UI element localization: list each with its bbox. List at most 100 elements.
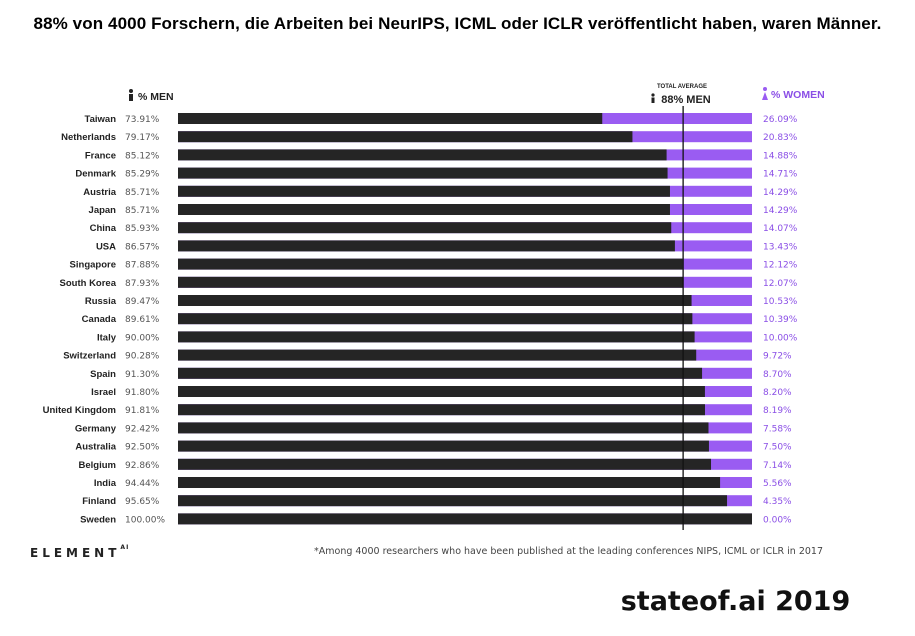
total-average-caption: TOTAL AVERAGE: [657, 84, 707, 90]
women-value-label: 26.09%: [763, 115, 798, 125]
women-value-label: 8.20%: [763, 388, 792, 398]
bar-row: Taiwan 73.91% 26.09%: [85, 113, 798, 125]
bar-row: Italy 90.00% 10.00%: [97, 331, 798, 343]
men-value-label: 91.81%: [125, 406, 160, 416]
men-bar: [178, 149, 667, 161]
footnote: *Among 4000 researchers who have been pu…: [314, 546, 824, 557]
women-value-label: 12.12%: [763, 261, 798, 271]
bar-row: China 85.93% 14.07%: [90, 222, 798, 234]
country-label: Australia: [75, 442, 116, 453]
bar-row: Israel 91.80% 8.20%: [91, 386, 792, 398]
women-value-label: 0.00%: [763, 515, 792, 525]
country-label: Canada: [82, 314, 117, 325]
men-value-label: 90.00%: [125, 333, 160, 343]
total-average-value: 88% MEN: [661, 94, 711, 106]
men-bar: [178, 513, 752, 525]
men-bar: [178, 131, 633, 143]
men-bar: [178, 386, 705, 397]
men-bar: [178, 204, 670, 215]
women-value-label: 12.07%: [763, 279, 798, 289]
women-value-label: 10.00%: [763, 333, 798, 343]
men-value-label: 89.47%: [125, 297, 160, 307]
country-label: Italy: [97, 332, 117, 343]
women-value-label: 20.83%: [763, 133, 798, 143]
men-value-label: 85.12%: [125, 151, 160, 161]
bar-row: Germany 92.42% 7.58%: [75, 422, 792, 434]
men-bar: [178, 113, 603, 124]
bar-row: Singapore 87.88% 12.12%: [70, 258, 798, 271]
men-bar: [178, 458, 712, 470]
bar-row: Russia 89.47% 10.53%: [85, 295, 798, 307]
men-bar: [178, 367, 703, 379]
bar-row: United Kingdom 91.81% 8.19%: [43, 404, 792, 416]
men-bar: [178, 422, 709, 434]
men-bar: [178, 440, 709, 452]
women-value-label: 7.50%: [763, 443, 792, 453]
country-label: India: [94, 478, 117, 489]
men-bar: [178, 240, 675, 252]
women-value-label: 14.07%: [763, 224, 798, 234]
men-bar: [178, 495, 728, 507]
bar-row: Austria 85.71% 14.29%: [83, 185, 798, 198]
men-value-label: 87.93%: [125, 279, 160, 289]
men-bar: [178, 258, 683, 270]
women-value-label: 14.88%: [763, 151, 798, 161]
men-value-label: 91.80%: [125, 388, 160, 398]
men-value-label: 100.00%: [125, 515, 165, 525]
women-value-label: 10.53%: [763, 297, 798, 307]
bar-row: Denmark 85.29% 14.71%: [75, 167, 798, 180]
men-bar: [178, 331, 695, 343]
legend-men: % MEN: [129, 89, 174, 103]
women-value-label: 5.56%: [763, 479, 792, 489]
country-label: United Kingdom: [43, 405, 116, 416]
element-ai-logo: ELEMENTAI: [30, 544, 130, 560]
men-bar: [178, 295, 692, 306]
man-icon: [651, 93, 655, 103]
men-value-label: 79.17%: [125, 133, 160, 143]
men-bar: [178, 477, 721, 488]
country-label: Switzerland: [63, 351, 116, 362]
country-label: China: [90, 223, 117, 234]
men-value-label: 89.61%: [125, 315, 160, 325]
women-value-label: 13.43%: [763, 242, 798, 252]
women-value-label: 14.29%: [763, 206, 798, 216]
legend-women: % WOMEN: [762, 87, 825, 101]
men-value-label: 85.93%: [125, 224, 160, 234]
legend-women-label: % WOMEN: [771, 89, 825, 101]
watermark: stateof.ai 2019: [578, 575, 893, 627]
women-value-label: 14.29%: [763, 188, 798, 198]
country-label: South Korea: [60, 278, 117, 289]
country-label: Belgium: [79, 460, 116, 471]
men-value-label: 85.29%: [125, 170, 160, 180]
men-value-label: 87.88%: [125, 261, 160, 271]
women-value-label: 4.35%: [763, 497, 792, 507]
bar-row: Sweden 100.00% 0.00%: [80, 513, 792, 525]
country-label: Finland: [82, 496, 116, 507]
men-bar: [178, 185, 670, 197]
legend-men-label: % MEN: [138, 91, 174, 103]
bar-row: Canada 89.61% 10.39%: [82, 313, 798, 325]
country-label: Singapore: [70, 260, 116, 271]
country-label: Israel: [91, 387, 116, 398]
men-value-label: 86.57%: [125, 242, 160, 252]
men-value-label: 85.71%: [125, 188, 160, 198]
women-value-label: 8.70%: [763, 370, 792, 380]
country-label: France: [85, 150, 116, 161]
country-label: Sweden: [80, 514, 116, 525]
men-value-label: 85.71%: [125, 206, 160, 216]
men-value-label: 94.44%: [125, 479, 160, 489]
bar-row: Finland 95.65% 4.35%: [82, 495, 792, 507]
men-value-label: 95.65%: [125, 497, 160, 507]
women-value-label: 9.72%: [763, 352, 792, 362]
country-label: Denmark: [75, 169, 116, 180]
men-value-label: 90.28%: [125, 352, 160, 362]
women-value-label: 14.71%: [763, 170, 798, 180]
country-label: Spain: [90, 369, 116, 380]
men-value-label: 92.42%: [125, 424, 160, 434]
men-value-label: 92.50%: [125, 443, 160, 453]
women-value-label: 10.39%: [763, 315, 798, 325]
headline: 88% von 4000 Forschern, die Arbeiten bei…: [33, 14, 882, 33]
women-value-label: 7.58%: [763, 424, 792, 434]
men-bar: [178, 349, 697, 361]
